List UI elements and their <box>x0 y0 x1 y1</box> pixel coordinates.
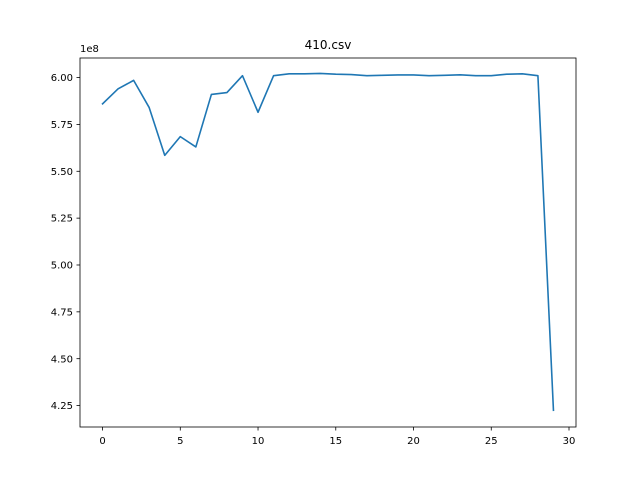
y-tick-label: 4.75 <box>51 307 73 318</box>
y-tick-label: 4.25 <box>51 401 73 412</box>
plot-frame <box>79 57 577 428</box>
y-tick-label: 6.00 <box>51 73 73 84</box>
x-tick-label: 25 <box>485 436 498 447</box>
x-tick-label: 30 <box>563 436 576 447</box>
chart-title: 410.csv <box>305 38 352 52</box>
x-axis: 0 5 10 15 20 25 30 <box>99 427 575 447</box>
x-tick-label: 10 <box>252 436 265 447</box>
y-tick-label: 5.25 <box>51 214 73 225</box>
x-tick-label: 0 <box>99 436 105 447</box>
y-tick-label: 4.50 <box>51 354 73 365</box>
y-offset-label: 1e8 <box>80 44 99 55</box>
y-axis: 4.25 4.50 4.75 5.00 5.25 5.50 5.75 6.00 <box>51 73 80 412</box>
x-tick-label: 5 <box>177 436 183 447</box>
x-tick-label: 20 <box>407 436 420 447</box>
y-tick-label: 5.50 <box>51 167 73 178</box>
y-tick-label: 5.00 <box>51 261 73 272</box>
y-tick-label: 5.75 <box>51 120 73 131</box>
series-line <box>101 72 555 412</box>
x-tick-label: 15 <box>329 436 342 447</box>
